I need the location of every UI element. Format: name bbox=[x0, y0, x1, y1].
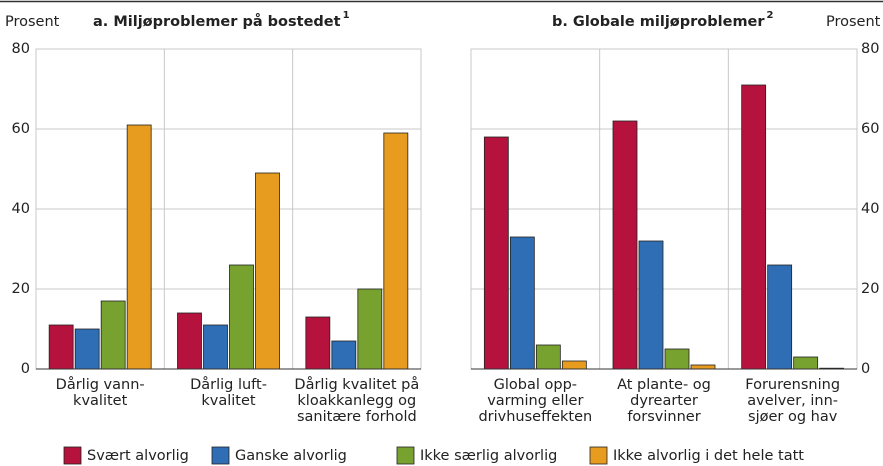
panel-title-note: 2 bbox=[767, 10, 774, 21]
x-tick-label: varming eller bbox=[487, 393, 583, 409]
x-tick-label: dyrearter bbox=[630, 393, 698, 409]
panel-title-text: a. Miljøproblemer på bostedet bbox=[93, 13, 341, 30]
y-tick-label: 20 bbox=[861, 281, 879, 297]
bar bbox=[383, 132, 409, 370]
panel-title-note: 1 bbox=[343, 10, 350, 21]
x-tick-label: sjøer og hav bbox=[748, 409, 838, 425]
legend-swatch bbox=[589, 446, 608, 465]
bar bbox=[357, 288, 383, 370]
y-tick-label: 60 bbox=[12, 121, 30, 137]
x-tick-label: Forurensning bbox=[745, 377, 840, 393]
bar bbox=[100, 300, 126, 370]
bar bbox=[229, 264, 254, 370]
legend-label: Ikke alvorlig i det hele tatt bbox=[613, 448, 804, 464]
bar bbox=[483, 136, 509, 370]
y-tick-label: 0 bbox=[21, 361, 30, 377]
bar bbox=[561, 360, 587, 370]
legend-swatch bbox=[396, 446, 415, 465]
bar bbox=[767, 264, 793, 370]
legend-label: Svært alvorlig bbox=[87, 448, 189, 464]
legend-swatch bbox=[63, 446, 82, 465]
bar bbox=[331, 340, 357, 370]
x-tick-label: drivhuseffekten bbox=[478, 409, 592, 425]
x-tick-label: Global opp- bbox=[494, 377, 577, 393]
y-tick-label: 40 bbox=[861, 201, 879, 217]
y-tick-label: 20 bbox=[12, 281, 30, 297]
y-tick-label: 40 bbox=[12, 201, 30, 217]
y-axis-label: Prosent bbox=[826, 14, 881, 30]
bar bbox=[305, 316, 331, 370]
bar bbox=[664, 348, 690, 370]
y-tick-label: 80 bbox=[861, 41, 879, 57]
legend-label: Ikke særlig alvorlig bbox=[420, 448, 557, 464]
x-tick-label: Dårlig luft- bbox=[190, 376, 267, 393]
bar bbox=[177, 312, 202, 370]
x-tick-label: At plante- og bbox=[617, 377, 711, 393]
bar bbox=[74, 328, 100, 370]
y-tick-label: 60 bbox=[861, 121, 879, 137]
bar bbox=[612, 120, 638, 370]
panel-title: a. Miljøproblemer på bostedet 1 bbox=[93, 10, 350, 30]
bar bbox=[741, 84, 767, 370]
bar bbox=[203, 324, 228, 370]
panel-title: b. Globale miljøproblemer 2 bbox=[552, 10, 774, 30]
legend-swatch bbox=[211, 446, 230, 465]
x-tick-label: kloakkanlegg og bbox=[297, 393, 416, 409]
x-tick-label: Dårlig kvalitet på bbox=[294, 376, 419, 393]
y-tick-label: 0 bbox=[861, 361, 870, 377]
y-axis-label: Prosent bbox=[5, 14, 60, 30]
bar bbox=[509, 236, 535, 370]
x-tick-label: forsvinner bbox=[627, 409, 700, 425]
bar bbox=[255, 172, 280, 370]
bar bbox=[638, 240, 664, 370]
x-tick-label: Dårlig vann- bbox=[56, 376, 145, 393]
bar bbox=[126, 124, 152, 370]
legend-label: Ganske alvorlig bbox=[235, 448, 347, 464]
bar bbox=[793, 356, 819, 370]
x-tick-label: avelver, inn- bbox=[747, 393, 838, 409]
x-tick-label: sanitære forhold bbox=[297, 409, 417, 425]
bar bbox=[690, 364, 716, 370]
bar bbox=[535, 344, 561, 370]
x-tick-label: kvalitet bbox=[73, 393, 128, 409]
bar bbox=[48, 324, 74, 370]
x-tick-label: kvalitet bbox=[201, 393, 256, 409]
panel-title-text: b. Globale miljøproblemer bbox=[552, 14, 765, 30]
y-tick-label: 80 bbox=[12, 41, 30, 57]
